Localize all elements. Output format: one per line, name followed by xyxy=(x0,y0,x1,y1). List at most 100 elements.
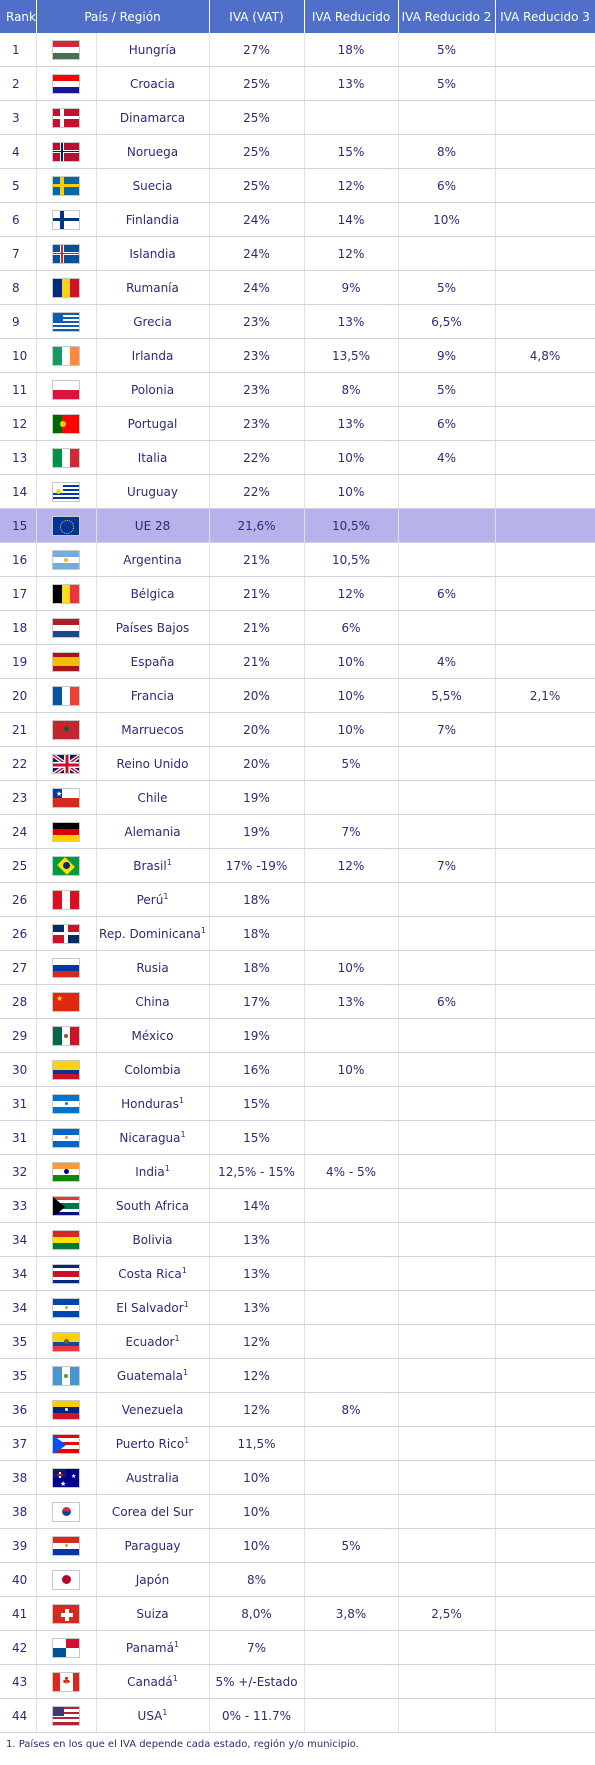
reduced-3-cell: 4,8% xyxy=(495,338,595,373)
table-row: 38 ★ ★ Australia 10% xyxy=(0,1460,595,1495)
country-name: Corea del Sur xyxy=(111,1504,194,1519)
brazil-flag-icon xyxy=(52,855,80,876)
vat-cell: 20% xyxy=(209,746,305,781)
reduced-1-cell: 14% xyxy=(304,202,399,237)
vat-cell: 21% xyxy=(209,576,305,611)
rank-cell: 8 xyxy=(0,270,37,305)
table-row: 26 Perú1 18% xyxy=(0,882,595,917)
reduced-3-cell xyxy=(495,1664,595,1699)
country-cell: Irlanda xyxy=(96,338,210,373)
rank-cell: 40 xyxy=(0,1562,37,1597)
eu-flag-icon xyxy=(52,515,80,536)
rank-cell: 38 xyxy=(0,1494,37,1529)
reduced-1-cell: 13% xyxy=(304,304,399,339)
reduced-1-cell: 10,5% xyxy=(304,508,399,543)
country-cell: Colombia xyxy=(96,1052,210,1087)
country-cell: Islandia xyxy=(96,236,210,271)
reduced-2-cell: 4% xyxy=(398,440,496,475)
flag-cell xyxy=(36,882,97,917)
reduced-1-cell xyxy=(304,882,399,917)
country-name: Uruguay xyxy=(127,484,178,499)
flag-cell xyxy=(36,610,97,645)
reduced-1-cell xyxy=(304,1120,399,1155)
reduced-2-cell: 4% xyxy=(398,644,496,679)
header-reduced-1: IVA Reducido xyxy=(304,0,399,33)
country-cell: Croacia xyxy=(96,66,210,101)
colombia-flag-icon xyxy=(52,1059,80,1080)
country-name: Grecia xyxy=(133,314,172,329)
vat-cell: 13% xyxy=(209,1290,305,1325)
table-row: 5 Suecia 25% 12% 6% xyxy=(0,168,595,203)
table-row: 18 Países Bajos 21% 6% xyxy=(0,610,595,645)
country-name: Japón xyxy=(135,1572,170,1587)
country-name: Canadá xyxy=(127,1675,173,1689)
reduced-3-cell xyxy=(495,950,595,985)
footnote-marker: 1 xyxy=(181,1266,187,1275)
reduced-2-cell xyxy=(398,1630,496,1665)
rank-cell: 34 xyxy=(0,1222,37,1257)
country-cell: Brasil1 xyxy=(96,848,210,883)
mexico-flag-icon xyxy=(52,1025,80,1046)
country-name: Honduras xyxy=(121,1097,179,1111)
rank-cell: 21 xyxy=(0,712,37,747)
vat-cell: 24% xyxy=(209,236,305,271)
reduced-1-cell: 13% xyxy=(304,406,399,441)
reduced-2-cell xyxy=(398,1188,496,1223)
vat-cell: 14% xyxy=(209,1188,305,1223)
uk-flag-icon xyxy=(52,753,80,774)
reduced-3-cell xyxy=(495,576,595,611)
reduced-2-cell: 6% xyxy=(398,984,496,1019)
country-name: Bélgica xyxy=(130,586,175,601)
reduced-1-cell xyxy=(304,780,399,815)
country-cell: Suiza xyxy=(96,1596,210,1631)
vat-cell: 21% xyxy=(209,610,305,645)
flag-cell xyxy=(36,1392,97,1427)
flag-cell xyxy=(36,1494,97,1529)
country-name: Alemania xyxy=(124,824,181,839)
reduced-3-cell xyxy=(495,134,595,169)
table-row: 25 Brasil1 17% -19% 12% 7% xyxy=(0,848,595,883)
france-flag-icon xyxy=(52,685,80,706)
venezuela-flag-icon xyxy=(52,1399,80,1420)
vat-cell: 20% xyxy=(209,712,305,747)
reduced-3-cell xyxy=(495,1562,595,1597)
reduced-2-cell: 6% xyxy=(398,576,496,611)
country-cell: Suecia xyxy=(96,168,210,203)
country-cell: Bolivia xyxy=(96,1222,210,1257)
table-row: 29 México 19% xyxy=(0,1018,595,1053)
flag-cell xyxy=(36,1528,97,1563)
dominican-flag-icon xyxy=(52,923,80,944)
rank-cell: 34 xyxy=(0,1290,37,1325)
panama-flag-icon xyxy=(52,1637,80,1658)
flag-cell: ★ ★ xyxy=(36,1460,97,1495)
flag-cell xyxy=(36,508,97,543)
reduced-2-cell: 5% xyxy=(398,372,496,407)
rank-cell: 31 xyxy=(0,1086,37,1121)
reduced-1-cell: 12% xyxy=(304,848,399,883)
rank-cell: 22 xyxy=(0,746,37,781)
country-name: Rep. Dominicana xyxy=(99,927,201,941)
footnote-marker: 1 xyxy=(200,926,206,935)
country-name: Brasil xyxy=(133,859,167,873)
footnote-marker: 1 xyxy=(183,1300,189,1309)
japan-flag-icon xyxy=(52,1569,80,1590)
header-row: Rank País / Región IVA (VAT) IVA Reducid… xyxy=(0,0,595,33)
table-row: 6 Finlandia 24% 14% 10% xyxy=(0,202,595,237)
reduced-1-cell: 5% xyxy=(304,1528,399,1563)
header-country: País / Región xyxy=(36,0,210,33)
flag-cell xyxy=(36,1188,97,1223)
country-name: Chile xyxy=(137,790,168,805)
country-cell: Uruguay xyxy=(96,474,210,509)
flag-cell xyxy=(36,1120,97,1155)
costarica-flag-icon xyxy=(52,1263,80,1284)
country-name: Croacia xyxy=(129,76,176,91)
vat-cell: 5% +/-Estado xyxy=(209,1664,305,1699)
reduced-2-cell xyxy=(398,882,496,917)
vat-cell: 8,0% xyxy=(209,1596,305,1631)
chile-flag-icon: ★ xyxy=(52,787,80,808)
reduced-2-cell: 5,5% xyxy=(398,678,496,713)
country-cell: Venezuela xyxy=(96,1392,210,1427)
reduced-1-cell: 10% xyxy=(304,678,399,713)
reduced-3-cell xyxy=(495,1290,595,1325)
reduced-3-cell xyxy=(495,1358,595,1393)
